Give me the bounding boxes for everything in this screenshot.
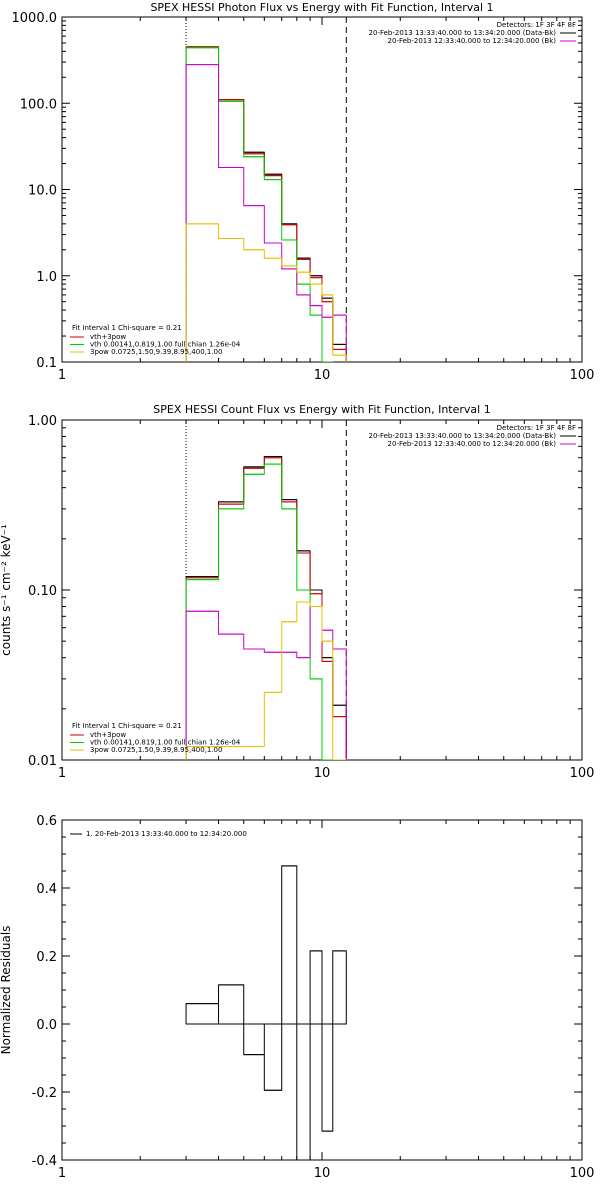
x-tick-label: 100 — [570, 1166, 595, 1181]
x-tick-label: 10 — [314, 766, 331, 781]
time-legend-entry: 20-Feb-2013 12:33:40.000 to 12:34:20.000… — [388, 37, 557, 45]
series-group — [185, 455, 347, 760]
x-tick-label: 100 — [570, 368, 595, 383]
fit-legend-title: Fit Interval 1 Chi-square = 0.21 — [72, 324, 182, 332]
y-tick-label: 0.2 — [36, 950, 57, 965]
chart-panel-3: 1 10 100 -0.4 -0.2 0.0 0.2 0.4 0.6 Normalized Res… — [0, 814, 594, 1181]
fit-legend-entry: vth+3pow — [90, 333, 126, 341]
fit-legend-entry: vth 0.00141,0.819,1.00 full chian 1.26e-… — [90, 341, 241, 349]
time-legend-entry: 20-Feb-2013 12:33:40.000 to 12:34:20.000… — [388, 440, 557, 448]
series-line-1 — [185, 865, 347, 1160]
y-tick-label: -0.2 — [32, 1086, 57, 1101]
y-tick-label: -0.4 — [32, 1154, 57, 1169]
series-line-3 — [185, 47, 334, 362]
chart-panel-2: SPEX HESSI Count Flux vs Energy with Fit… — [0, 403, 595, 781]
y-tick-label: 0.4 — [36, 882, 57, 897]
chart-title: SPEX HESSI Count Flux vs Energy with Fit… — [153, 403, 490, 416]
y-tick-label: 1.0 — [36, 270, 57, 285]
time-legend-entry: 20-Feb-2013 13:33:40.000 to 13:34:20.000… — [369, 29, 557, 37]
y-tick-label: 100.0 — [20, 97, 57, 112]
chart-title: SPEX HESSI Photon Flux vs Energy with Fi… — [150, 1, 493, 14]
x-tick-label: 10 — [314, 368, 331, 383]
fit-legend-entry: vth 0.00141,0.819,1.00 full chian 1.26e-… — [90, 739, 241, 747]
series-group — [185, 865, 347, 1160]
x-tick-label: 1 — [58, 1166, 66, 1181]
fit-legend-title: Fit Interval 1 Chi-square = 0.21 — [72, 722, 182, 730]
y-tick-label: 0.1 — [36, 356, 57, 371]
x-tick-label: 1 — [58, 766, 66, 781]
residual-legend-entry: 1. 20-Feb-2013 13:33:40.000 to 12:34:20.… — [86, 830, 247, 838]
y-tick-label: 0.01 — [28, 754, 57, 769]
y-tick-label: 10.0 — [28, 184, 57, 199]
fit-legend-entry: vth+3pow — [90, 731, 126, 739]
x-tick-label: 1 — [58, 368, 66, 383]
y-axis-label: Normalized Residuals — [0, 926, 13, 1055]
y-tick-label: 0.10 — [28, 584, 57, 599]
y-axis-label: counts s⁻¹ cm⁻² keV⁻¹ — [0, 524, 13, 656]
detectors-label: Detectors: 1F 3F 4F 8F — [497, 21, 576, 29]
y-tick-label: 0.0 — [36, 1018, 57, 1033]
y-tick-label: 1.00 — [28, 414, 57, 429]
y-tick-label: 0.6 — [36, 814, 57, 829]
x-tick-label: 100 — [570, 766, 595, 781]
series-group — [185, 46, 347, 362]
time-legend-entry: 20-Feb-2013 13:33:40.000 to 13:34:20.000… — [369, 432, 557, 440]
detectors-label: Detectors: 1F 3F 4F 8F — [497, 424, 576, 432]
fit-legend-entry: 3pow 0.0725,1.50,9.39,8.95,400,1.00 — [90, 746, 222, 754]
x-tick-label: 10 — [314, 1166, 331, 1181]
y-tick-label: 1000.0 — [12, 11, 58, 26]
fit-legend-entry: 3pow 0.0725,1.50,9.39,8.95,400,1.00 — [90, 348, 222, 356]
chart-panel-1: SPEX HESSI Photon Flux vs Energy with Fi… — [12, 1, 595, 383]
